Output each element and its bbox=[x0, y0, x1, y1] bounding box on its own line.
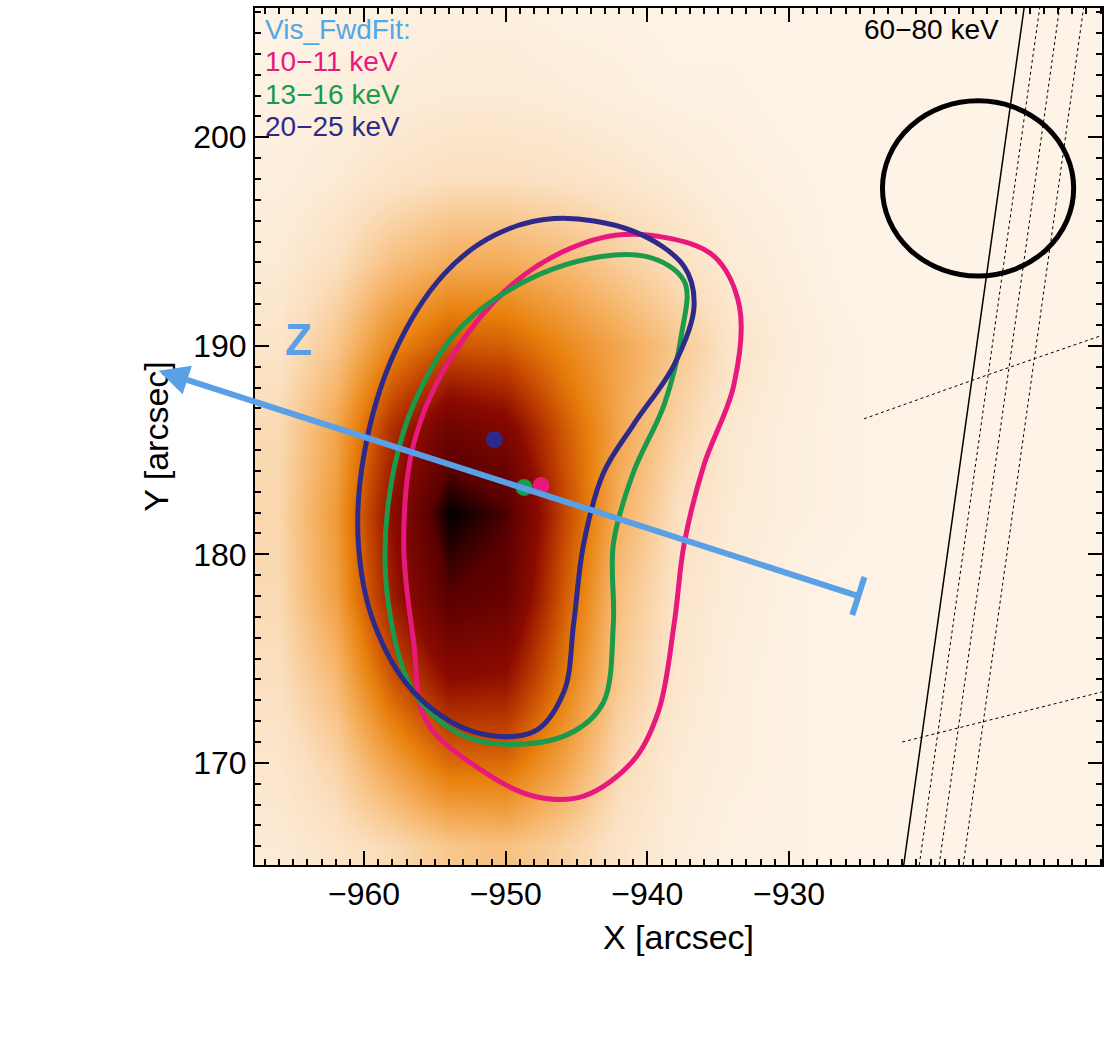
svg-text:190: 190 bbox=[193, 328, 246, 364]
svg-text:13−16 keV: 13−16 keV bbox=[265, 79, 400, 110]
svg-text:20−25 keV: 20−25 keV bbox=[265, 111, 400, 142]
svg-text:X [arcsec]: X [arcsec] bbox=[603, 918, 754, 956]
svg-text:−950: −950 bbox=[470, 876, 542, 912]
svg-text:170: 170 bbox=[193, 745, 246, 781]
svg-text:180: 180 bbox=[193, 537, 246, 573]
svg-text:−930: −930 bbox=[753, 876, 825, 912]
svg-text:60−80 keV: 60−80 keV bbox=[864, 14, 999, 45]
svg-text:Y [arcsec]: Y [arcsec] bbox=[137, 361, 175, 512]
svg-text:−940: −940 bbox=[611, 876, 683, 912]
svg-text:200: 200 bbox=[193, 119, 246, 155]
svg-text:10−11 keV: 10−11 keV bbox=[265, 46, 398, 77]
svg-text:−960: −960 bbox=[328, 876, 400, 912]
svg-text:Z: Z bbox=[285, 315, 312, 364]
svg-text:Vis_FwdFit:: Vis_FwdFit: bbox=[265, 14, 411, 45]
